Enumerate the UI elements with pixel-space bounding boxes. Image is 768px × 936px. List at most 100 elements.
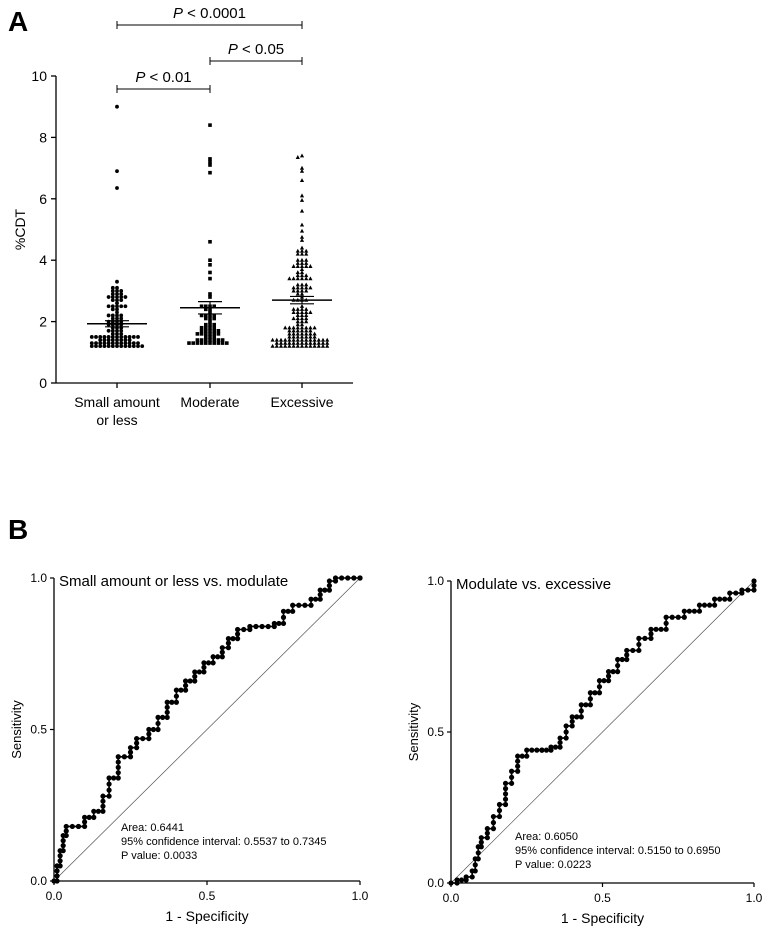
roc-point: [164, 699, 170, 705]
data-point: [295, 307, 300, 311]
data-point: [295, 316, 300, 321]
data-point: [89, 335, 94, 339]
roc-point: [578, 708, 584, 714]
data-point: [123, 295, 128, 299]
data-point: [110, 338, 115, 342]
roc-point: [91, 808, 97, 814]
roc-point: [201, 664, 207, 670]
roc-point: [265, 623, 271, 630]
data-point: [299, 303, 305, 308]
data-point: [304, 319, 309, 324]
data-point: [295, 313, 300, 318]
data-point: [204, 316, 208, 321]
data-point: [110, 304, 115, 309]
data-point: [195, 338, 200, 342]
data-point: [304, 331, 309, 336]
roc-point: [111, 775, 117, 781]
data-point: [308, 310, 313, 314]
roc-point: [681, 614, 687, 620]
data-point: [308, 340, 313, 345]
y-tick-label: 0.0: [427, 876, 444, 890]
roc-point: [225, 645, 232, 651]
data-point: [140, 344, 145, 349]
roc-point: [115, 770, 121, 776]
y-tick-label: 4: [39, 252, 47, 268]
data-point: [295, 325, 300, 330]
roc-point: [636, 647, 642, 654]
data-point: [119, 341, 124, 345]
roc-point: [155, 720, 161, 727]
roc-moderate-vs-excessive: 0.00.0 0.5 0.5 1.0 1.0 1 - Specificity Sensiti…: [406, 574, 763, 926]
roc-point: [201, 669, 207, 675]
roc-point: [187, 678, 193, 684]
data-point: [299, 193, 305, 198]
data-point: [295, 331, 300, 336]
p-symbol: P: [135, 69, 145, 86]
data-point: [187, 341, 191, 345]
data-point: [208, 322, 212, 327]
roc-stat: Area: 0.6050: [515, 831, 578, 843]
data-point: [115, 301, 119, 306]
data-point: [299, 285, 305, 290]
data-point: [304, 307, 309, 311]
data-point: [304, 257, 309, 262]
data-point: [304, 337, 309, 342]
data-point: [119, 338, 124, 342]
roc-point: [596, 690, 603, 696]
roc-point: [63, 832, 69, 839]
data-point: [115, 341, 119, 345]
data-point: [208, 123, 212, 127]
roc-title: Modulate vs. excessive: [456, 576, 611, 593]
roc-point: [182, 678, 189, 684]
roc-point: [54, 873, 60, 879]
data-point: [299, 237, 305, 242]
roc-point: [478, 844, 484, 850]
data-point: [115, 310, 119, 315]
roc-point: [115, 775, 121, 781]
data-point: [204, 329, 208, 333]
data-point: [295, 282, 300, 287]
data-point: [308, 337, 313, 342]
roc-point: [701, 602, 708, 608]
roc-point: [196, 669, 202, 675]
data-point: [131, 344, 136, 349]
roc-point: [317, 596, 323, 602]
roc-point: [712, 596, 718, 602]
roc-point: [557, 739, 563, 746]
data-point: [110, 316, 115, 321]
roc-point: [219, 649, 225, 655]
data-point: [115, 331, 119, 336]
roc-point: [502, 780, 509, 786]
roc-point: [57, 853, 63, 859]
data-point: [123, 335, 128, 339]
roc-point: [574, 714, 580, 720]
data-point: [274, 343, 279, 348]
reference-diagonal: [53, 577, 361, 882]
roc-point: [140, 735, 146, 742]
roc-point: [722, 596, 728, 602]
roc-point: [322, 587, 328, 593]
data-point: [106, 304, 111, 309]
roc-point: [569, 714, 575, 720]
data-point: [295, 337, 300, 342]
data-point: [119, 344, 124, 349]
roc-point: [69, 823, 75, 830]
p-threshold: < 0.01: [145, 69, 191, 86]
roc-point: [696, 602, 703, 608]
roc-point: [313, 596, 319, 602]
roc-point: [624, 652, 630, 658]
roc-point: [642, 635, 648, 641]
data-point: [299, 198, 305, 202]
data-point: [299, 337, 305, 342]
y-tick-label: 0.5: [427, 725, 444, 739]
data-point: [119, 289, 124, 293]
roc-point: [478, 839, 484, 845]
roc-point: [192, 669, 198, 675]
roc-point: [339, 575, 345, 581]
roc-point: [290, 602, 296, 608]
y-tick-label: 1.0: [30, 571, 47, 585]
data-point: [212, 322, 216, 327]
data-point: [119, 313, 124, 318]
data-point: [295, 328, 300, 333]
x-tick-label: 0.0: [443, 891, 460, 905]
